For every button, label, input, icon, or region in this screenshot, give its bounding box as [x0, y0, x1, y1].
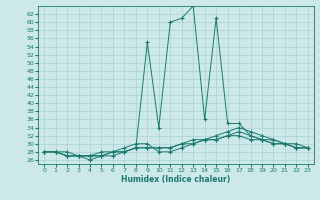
X-axis label: Humidex (Indice chaleur): Humidex (Indice chaleur): [121, 175, 231, 184]
